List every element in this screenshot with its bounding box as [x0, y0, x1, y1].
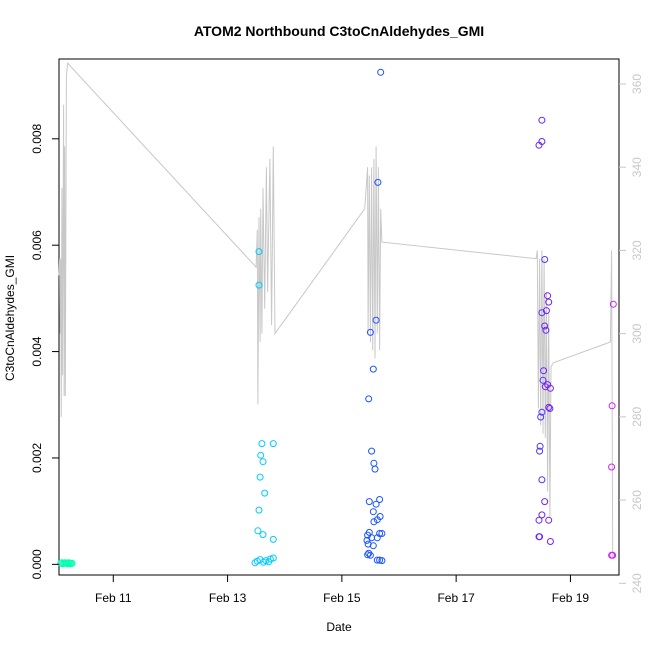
secondary-line: [58, 62, 614, 559]
data-point: [538, 309, 546, 317]
data-point: [269, 440, 277, 448]
y2-tick-label: 300: [630, 323, 644, 343]
y2-tick-label: 340: [630, 157, 644, 177]
y-tick-label: 0.004: [30, 336, 44, 366]
data-point: [259, 531, 267, 539]
data-point: [363, 536, 371, 544]
data-point: [609, 551, 617, 559]
data-point: [541, 256, 549, 263]
y-tick-label: 0.000: [30, 549, 44, 579]
data-point: [545, 298, 553, 306]
x-tick-label: Feb 13: [209, 591, 247, 605]
y2-tick-label: 320: [630, 240, 644, 260]
x-tick-label: Feb 15: [323, 591, 361, 605]
data-point: [258, 440, 266, 448]
data-point: [369, 365, 377, 373]
y-tick-label: 0.002: [30, 443, 44, 473]
data-point: [545, 516, 553, 524]
data-point: [365, 498, 373, 506]
data-point: [535, 516, 543, 524]
data-points: [57, 68, 617, 568]
data-point: [546, 405, 554, 412]
data-point: [538, 116, 546, 124]
data-point: [269, 535, 277, 543]
x-tick-label: Feb 11: [95, 591, 132, 605]
data-point: [365, 395, 373, 403]
data-point: [536, 447, 544, 455]
data-point: [371, 465, 379, 473]
data-point: [538, 476, 546, 484]
data-point: [536, 442, 544, 450]
data-point: [545, 403, 553, 411]
data-point: [378, 530, 386, 537]
x-tick-label: Feb 19: [552, 591, 590, 605]
data-point: [364, 551, 372, 559]
data-point: [261, 489, 269, 497]
data-point: [255, 248, 263, 256]
data-point: [255, 506, 263, 514]
data-point: [376, 530, 384, 537]
data-point: [369, 508, 377, 516]
data-point: [609, 300, 617, 308]
data-point: [376, 496, 384, 503]
data-point: [374, 178, 382, 186]
x-axis: Feb 11 Feb 13 Feb 15 Feb 17 Feb 19: [95, 575, 589, 605]
chart-title: ATOM2 Northbound C3toCnAldehydes_GMI: [194, 23, 484, 39]
data-point: [369, 542, 377, 550]
data-point: [366, 328, 374, 336]
secondary-series-line: [58, 62, 614, 559]
data-point: [538, 511, 546, 519]
data-point: [608, 402, 616, 410]
data-point: [259, 458, 267, 466]
data-point: [540, 367, 548, 375]
data-point: [254, 527, 262, 535]
data-point: [266, 555, 274, 563]
y-tick-label: 0.008: [30, 123, 44, 153]
y2-tick-label: 260: [630, 490, 644, 510]
data-point: [256, 473, 264, 481]
data-point: [373, 516, 381, 524]
data-point: [538, 408, 546, 416]
data-point: [542, 326, 550, 334]
data-point: [546, 384, 554, 392]
data-point: [366, 551, 374, 559]
x-axis-label: Date: [326, 620, 352, 634]
data-point: [370, 518, 378, 526]
data-point: [365, 549, 373, 557]
data-point: [541, 498, 549, 506]
y-tick-label: 0.006: [30, 230, 44, 260]
data-point: [257, 451, 265, 459]
data-point: [608, 463, 616, 471]
data-point: [536, 533, 544, 541]
data-point: [537, 413, 545, 421]
y2-axis: 240 260 280 300 320 340 360: [619, 74, 644, 593]
data-point: [541, 322, 549, 330]
y2-tick-label: 360: [630, 74, 644, 94]
x-tick-label: Feb 17: [437, 591, 475, 605]
data-point: [368, 447, 376, 455]
data-point: [538, 138, 546, 145]
data-point: [372, 500, 380, 508]
plot-frame: [58, 58, 620, 576]
data-point: [68, 559, 76, 567]
data-point: [542, 307, 550, 315]
y2-tick-label: 240: [630, 573, 644, 593]
data-point: [370, 459, 378, 467]
data-point: [546, 538, 554, 545]
data-point: [373, 556, 381, 564]
data-point: [544, 292, 552, 300]
y-axis-label: C3toCnAldehydes_GMI: [3, 255, 17, 381]
data-point: [255, 281, 263, 289]
data-point: [378, 557, 386, 565]
y2-tick-label: 280: [630, 407, 644, 427]
y-axis: 0.000 0.002 0.004 0.006 0.008: [30, 123, 59, 579]
data-point: [372, 316, 380, 324]
data-point: [377, 68, 385, 76]
data-point: [539, 376, 547, 384]
data-point: [269, 554, 277, 562]
